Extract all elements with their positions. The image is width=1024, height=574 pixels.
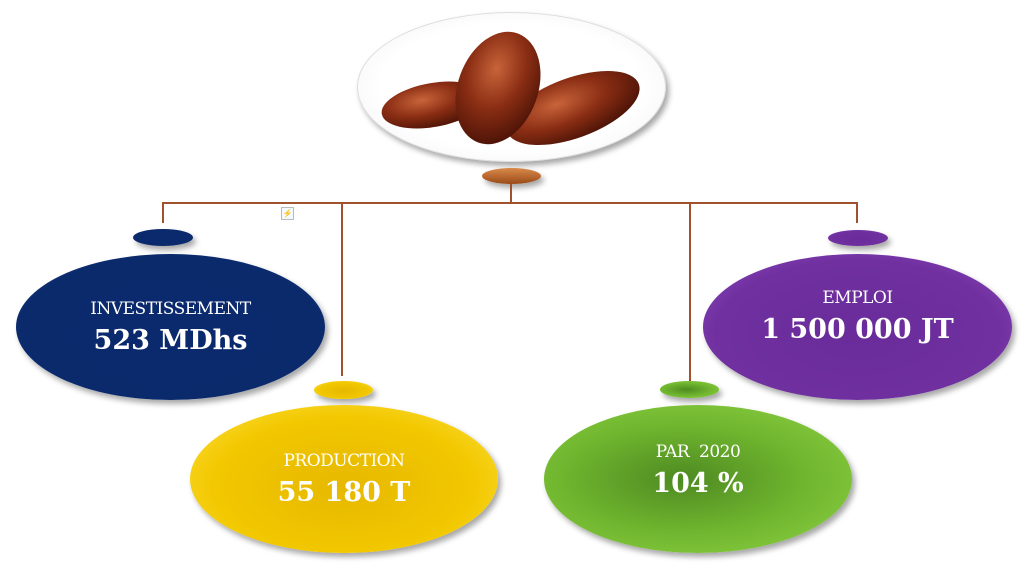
investissement-value: 523 MDhs (93, 324, 248, 356)
par-value: 104 % (652, 467, 744, 499)
par-node: PAR 2020 104 % (544, 405, 852, 553)
par-connector-node (660, 381, 719, 398)
par-label: PAR 2020 (655, 441, 741, 462)
connector-investissement (162, 202, 164, 223)
connector-root-drop (510, 184, 512, 203)
connector-production (341, 202, 343, 376)
investissement-connector-node (133, 229, 193, 246)
production-node: PRODUCTION 55 180 T (190, 405, 498, 553)
root-connector-node (482, 168, 541, 184)
connector-emploi (856, 202, 858, 223)
dates-image (357, 12, 666, 162)
production-connector-node (314, 381, 373, 399)
emploi-label: EMPLOI (822, 287, 893, 308)
connector-horizontal (162, 202, 857, 204)
emploi-node: EMPLOI 1 500 000 JT (703, 254, 1012, 400)
production-value: 55 180 T (277, 476, 411, 508)
emploi-connector-node (828, 230, 888, 246)
investissement-node: INVESTISSEMENT 523 MDhs (16, 254, 325, 400)
connector-par (689, 202, 691, 381)
dates-fruit-icon (381, 31, 640, 145)
investissement-label: INVESTISSEMENT (90, 298, 251, 319)
production-label: PRODUCTION (283, 450, 405, 471)
emploi-value: 1 500 000 JT (761, 313, 954, 345)
smart-tag-icon[interactable]: ⚡ (281, 207, 294, 220)
